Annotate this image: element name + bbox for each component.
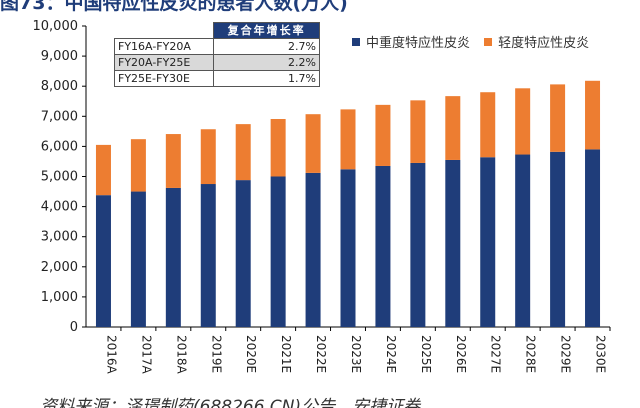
- cagr-row: FY25E-FY30E 1.7%: [113, 70, 320, 87]
- chart-bars: [95, 80, 601, 327]
- x-tick-labels: 2016A 2017A 2018A 2019E 2020E 2021E 2022E 2023E…: [104, 327, 611, 375]
- bar-mild: [515, 88, 531, 155]
- bar-mild: [480, 92, 496, 158]
- legend-swatch-severe: [352, 38, 360, 46]
- source-note: 资料来源：泽璟制药(688266.CN)公告，安捷证券: [40, 397, 421, 408]
- x-tick-label: 2023E: [349, 335, 363, 373]
- x-tick-label: 2020E: [244, 335, 258, 373]
- bar-severe: [200, 184, 216, 327]
- bar-mild: [165, 134, 181, 188]
- x-tick-label: 2022E: [314, 335, 328, 373]
- bar-severe: [130, 191, 146, 327]
- cagr-period: FY25E-FY30E: [113, 70, 215, 87]
- cagr-rate: 2.7%: [213, 38, 320, 55]
- x-tick-label: 2030E: [594, 335, 608, 373]
- legend-swatch-mild: [484, 38, 493, 46]
- x-tick-label: 2026E: [454, 335, 468, 373]
- bar-mild: [130, 139, 146, 192]
- figure-title: 图73：中国特应性皮炎的患者人数(万人): [0, 0, 348, 12]
- bar-severe: [95, 195, 111, 327]
- cagr-period: FY20A-FY25E: [113, 54, 215, 71]
- cagr-row: FY20A-FY25E 2.2%: [113, 54, 320, 71]
- bar-mild: [340, 109, 356, 170]
- x-tick-label: 2018A: [174, 335, 188, 375]
- bar-severe: [445, 159, 461, 327]
- bar-severe: [235, 180, 251, 327]
- x-tick-label: 2017A: [139, 335, 153, 375]
- y-tick-label: 2,000: [41, 260, 78, 275]
- cagr-row: FY16A-FY20A 2.7%: [113, 38, 320, 55]
- y-tick-label: 1,000: [41, 290, 78, 305]
- bar-mild: [95, 144, 111, 196]
- cagr-table: 复合年增长率 FY16A-FY20A 2.7% FY20A-FY25E 2.2%…: [113, 22, 320, 87]
- bar-mild: [375, 104, 391, 166]
- y-tick-label: 0: [70, 320, 78, 335]
- chart-axes: 0 1,000 2,000 3,000 4,000 5,000 6,000 7,000 8,00…: [33, 19, 610, 335]
- bar-severe: [585, 149, 601, 327]
- bar-severe: [340, 169, 356, 327]
- cagr-rate: 1.7%: [213, 70, 320, 87]
- cagr-table-header: 复合年增长率: [213, 22, 320, 39]
- bar-mild: [270, 119, 286, 177]
- x-tick-label: 2021E: [279, 335, 293, 373]
- y-tick-label: 4,000: [41, 200, 78, 215]
- y-tick-label: 5,000: [41, 170, 78, 185]
- x-tick-label: 2027E: [489, 335, 503, 373]
- cagr-rate: 2.2%: [213, 54, 320, 71]
- bar-severe: [410, 162, 426, 327]
- bar-mild: [235, 124, 251, 181]
- y-tick-label: 9,000: [41, 49, 78, 64]
- x-tick-label: 2025E: [419, 335, 433, 373]
- x-tick-label: 2016A: [104, 335, 118, 375]
- legend-item-mild: 轻度特应性皮炎: [484, 32, 589, 51]
- x-tick-label: 2028E: [524, 335, 538, 373]
- x-tick-label: 2029E: [559, 335, 573, 373]
- cagr-period: FY16A-FY20A: [113, 38, 215, 55]
- bar-mild: [305, 114, 321, 173]
- legend-item-severe: 中重度特应性皮炎: [352, 32, 470, 51]
- bar-severe: [165, 187, 181, 327]
- bar-severe: [375, 165, 391, 327]
- y-tick-label: 7,000: [41, 109, 78, 124]
- bar-mild: [445, 96, 461, 160]
- bar-severe: [305, 172, 321, 327]
- y-tick-label: 3,000: [41, 230, 78, 245]
- x-tick-label: 2019E: [209, 335, 223, 373]
- bar-mild: [410, 100, 426, 163]
- y-tick-label: 8,000: [41, 79, 78, 94]
- bar-mild: [585, 80, 601, 150]
- x-tick-label: 2024E: [384, 335, 398, 373]
- bar-mild: [550, 84, 566, 152]
- y-tick-label: 10,000: [33, 19, 79, 34]
- bar-severe: [550, 151, 566, 327]
- chart-legend: 中重度特应性皮炎 轻度特应性皮炎: [352, 32, 599, 51]
- y-tick-label: 6,000: [41, 139, 78, 154]
- bar-severe: [480, 157, 496, 327]
- bar-severe: [270, 176, 286, 327]
- legend-label-severe: 中重度特应性皮炎: [366, 36, 471, 51]
- bar-severe: [515, 154, 531, 327]
- bar-mild: [200, 129, 216, 185]
- legend-label-mild: 轻度特应性皮炎: [498, 36, 590, 51]
